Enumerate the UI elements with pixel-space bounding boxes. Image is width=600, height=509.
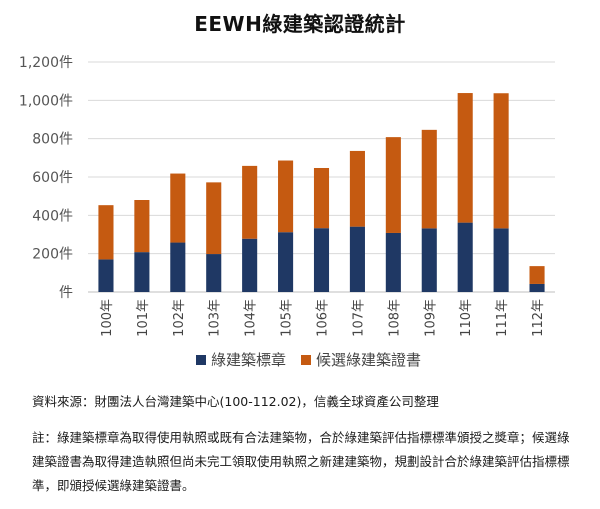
bar-segment-certificate [170,173,186,243]
bar-segment-certificate [278,160,294,233]
bar-segment-certificate [421,129,437,229]
bar-segment-label [278,232,294,292]
y-tick-label: 件 [59,285,73,301]
bar-segment-certificate [206,182,222,255]
bar-segment-label [349,226,365,292]
bar-segment-label [421,228,437,292]
x-tick-label: 110年 [459,299,474,337]
bar-segment-label [385,232,401,292]
source-note: 資料來源：財團法人台灣建築中心(100-112.02)，信義全球資產公司整理 [32,394,439,409]
legend-label: 候選綠建築證書 [316,351,421,369]
bar-segment-label [134,252,150,292]
bar-segment-certificate [98,205,114,260]
bar-segment-certificate [349,150,365,227]
bar-segment-label [493,228,509,292]
bar-segment-label [242,238,258,292]
x-tick-label: 106年 [316,299,331,337]
y-tick-label: 600件 [32,170,73,186]
bar-segment-certificate [385,137,401,233]
bar-segment-certificate [134,200,150,253]
bar-segment-certificate [242,165,258,239]
legend: 綠建築標章 候選綠建築證書 [196,351,421,369]
x-tick-label: 104年 [244,299,259,337]
y-tick-label: 800件 [32,132,73,148]
legend-label: 綠建築標章 [211,351,286,369]
x-tick-label: 103年 [208,299,223,337]
legend-swatch [196,355,206,365]
legend-swatch [301,355,311,365]
x-axis-ticks: 100年 101年 102年 103年 104年 105年 106年 107年 108年 109年… [100,299,546,337]
bar-segment-certificate [529,266,545,284]
x-tick-label: 108年 [387,299,402,337]
bar-segment-certificate [313,167,330,229]
x-tick-label: 100年 [100,299,115,337]
x-tick-label: 109年 [423,299,438,337]
x-tick-label: 107年 [351,299,366,337]
footnote: 註：綠建築標章為取得使用執照或既有合法建築物，合於綠建築評估指標標準頒授之獎章；… [32,430,570,493]
bar-segment-label [529,283,545,292]
y-axis-ticks: 件 200件 400件 600件 800件 1,000件 1,200件 [19,55,73,301]
bar-segment-certificate [457,93,473,223]
bars [98,93,545,292]
y-tick-label: 1,200件 [19,55,73,71]
x-tick-label: 101年 [136,299,151,337]
bar-segment-label [313,228,330,292]
chart-title: EEWH綠建築認證統計 [194,12,406,36]
bar-segment-label [457,222,473,292]
bar-segment-label [98,259,114,292]
x-tick-label: 105年 [280,299,295,337]
bar-segment-certificate [493,93,509,229]
y-tick-label: 200件 [32,247,73,263]
y-tick-label: 400件 [32,208,73,224]
bar-segment-label [206,254,222,292]
y-tick-label: 1,000件 [19,93,73,109]
x-tick-label: 102年 [172,299,187,337]
x-tick-label: 112年 [531,299,546,337]
x-tick-label: 111年 [495,299,510,337]
bar-segment-label [170,242,186,292]
